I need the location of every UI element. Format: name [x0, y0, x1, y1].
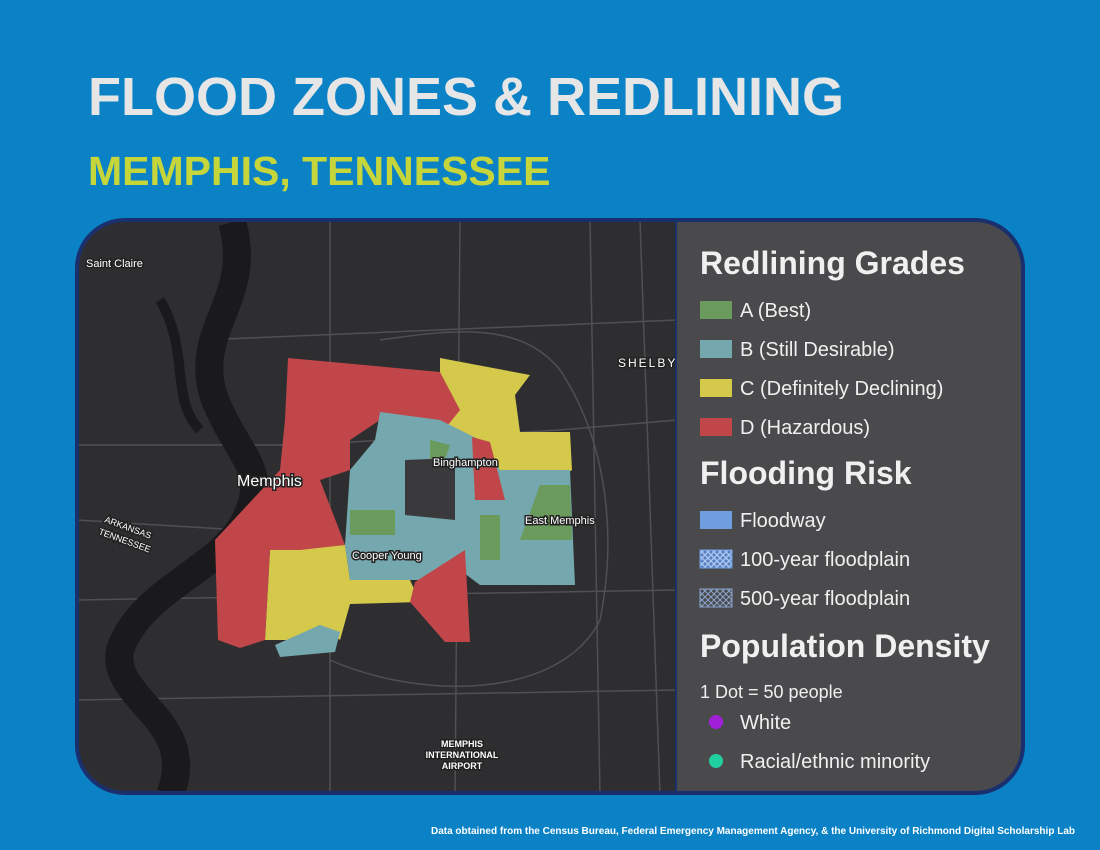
place-label: Saint Claire	[86, 258, 143, 270]
legend-swatch	[700, 379, 732, 397]
legend-dot	[709, 715, 723, 729]
airport-label: MEMPHIS	[441, 739, 483, 749]
legend-swatch	[700, 301, 732, 319]
legend-dot	[709, 754, 723, 768]
title: FLOOD ZONES & REDLINING	[88, 67, 844, 127]
legend-label: D (Hazardous)	[740, 417, 870, 439]
legend-label: Floodway	[740, 510, 826, 532]
legend-swatch	[700, 511, 732, 529]
place-label: Memphis	[237, 473, 302, 490]
legend-swatch	[700, 340, 732, 358]
legend-title: Flooding Risk	[700, 455, 912, 491]
river-channel	[155, 297, 204, 434]
place-label: East Memphis	[525, 515, 595, 527]
legend-label: Racial/ethnic minority	[740, 751, 930, 773]
airport-label: AIRPORT	[442, 761, 483, 771]
legend-note: 1 Dot = 50 people	[700, 682, 843, 702]
legend-swatch	[700, 418, 732, 436]
place-label: Binghampton	[433, 457, 498, 469]
place-label: SHELBY	[618, 356, 677, 370]
airport-label: INTERNATIONAL	[426, 750, 499, 760]
panel-border	[75, 218, 1025, 795]
legend-label: 500-year floodplain	[740, 588, 910, 610]
footer: Data obtained from the Census Bureau, Fe…	[431, 826, 1075, 837]
legend-swatch	[699, 588, 733, 608]
legend-title: Redlining Grades	[700, 245, 965, 281]
legend-label: White	[740, 712, 791, 734]
legend-label: B (Still Desirable)	[740, 339, 894, 361]
place-label: Cooper Young	[352, 550, 422, 562]
legend-swatch	[699, 549, 733, 569]
legend-label: 100-year floodplain	[740, 549, 910, 571]
panel: Saint Claire SHELBY Memphis Binghampton …	[77, 220, 1023, 793]
redlining-areas	[215, 358, 575, 657]
legend-label: C (Definitely Declining)	[740, 378, 943, 400]
legend-title: Population Density	[700, 628, 990, 664]
legend-label: A (Best)	[740, 300, 811, 322]
legend: Redlining Grades Flooding Risk Populatio…	[699, 245, 990, 773]
subtitle: MEMPHIS, TENNESSEE	[88, 148, 550, 194]
legend-panel	[677, 220, 1023, 793]
